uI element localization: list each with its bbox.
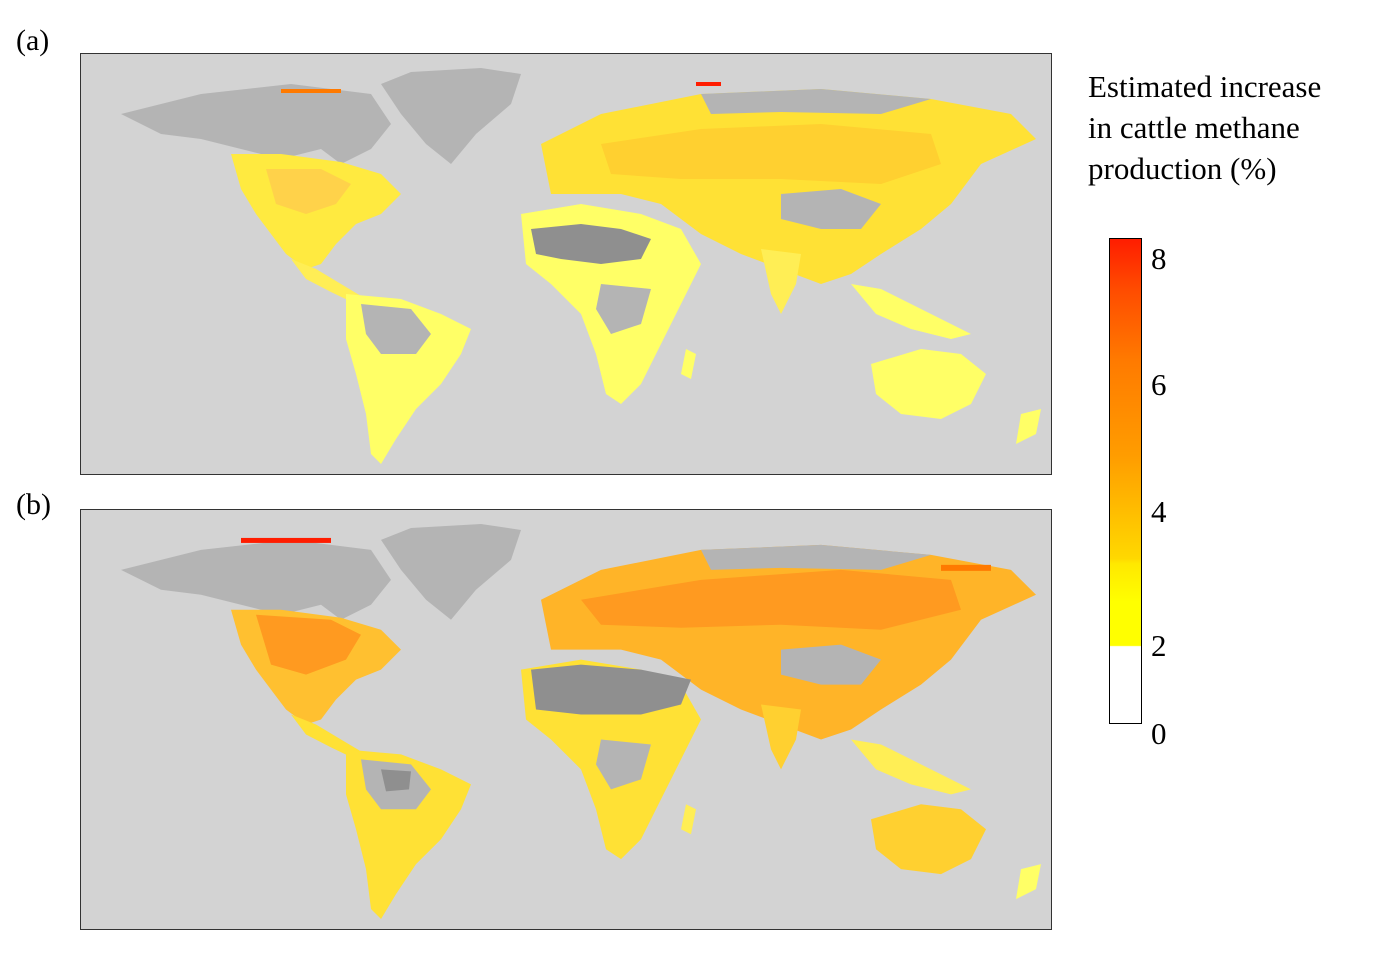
australia xyxy=(871,349,986,419)
sahara xyxy=(531,664,691,715)
colorbar-tick-2: 2 xyxy=(1151,628,1167,663)
legend-title-line: Estimated increase xyxy=(1088,69,1322,104)
world-map-a xyxy=(80,53,1052,475)
australia xyxy=(871,804,986,875)
legend-title-line: production (%) xyxy=(1088,151,1277,186)
central-america xyxy=(291,259,366,304)
southeast-asia xyxy=(851,739,971,795)
central-america xyxy=(291,714,366,760)
colorbar xyxy=(1109,238,1142,724)
legend-title-line: in cattle methane xyxy=(1088,110,1300,145)
north-america-north xyxy=(121,539,391,620)
colorbar-tick-0: 0 xyxy=(1151,716,1167,751)
india xyxy=(761,704,801,770)
panel-label-a: (a) xyxy=(16,24,50,57)
sahara xyxy=(531,224,651,264)
colorbar-tick-4: 4 xyxy=(1151,494,1167,529)
colorbar-tick-6: 6 xyxy=(1151,367,1167,402)
greenland xyxy=(381,523,521,620)
world-map-b xyxy=(80,509,1052,930)
greenland xyxy=(381,68,521,164)
legend-title: Estimated increase in cattle methane pro… xyxy=(1088,66,1321,189)
colorbar-tick-8: 8 xyxy=(1151,241,1167,276)
southeast-asia xyxy=(851,284,971,339)
panel-label-b: (b) xyxy=(16,488,51,521)
india xyxy=(761,249,801,314)
north-america-north xyxy=(121,84,391,164)
